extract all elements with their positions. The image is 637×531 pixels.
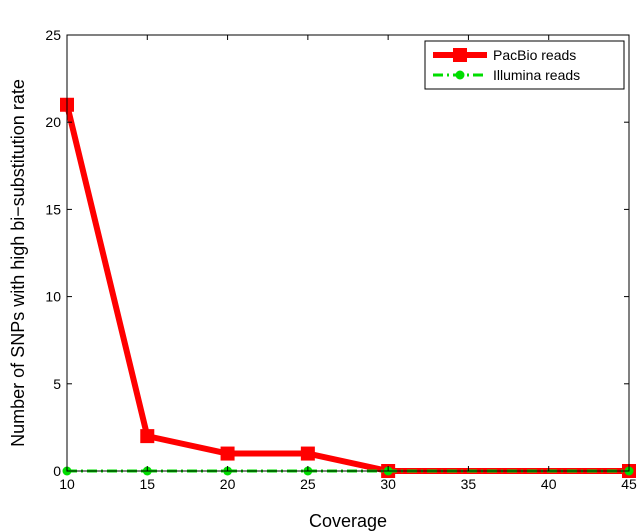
y-tick-label: 0 — [53, 463, 61, 479]
y-tick-label: 20 — [45, 114, 61, 130]
y-tick-label: 10 — [45, 289, 61, 305]
y-tick-label: 5 — [53, 376, 61, 392]
x-tick-label: 35 — [461, 476, 477, 492]
series-layer — [60, 97, 636, 478]
x-tick-label: 45 — [621, 476, 637, 492]
ticks-layer: 10 15 20 25 30 35 40 45 0 5 10 15 20 25 — [45, 27, 637, 492]
plot-frame — [66, 34, 630, 472]
x-tick-label: 20 — [220, 476, 236, 492]
legend-marker — [455, 70, 465, 80]
y-axis-title: Number of SNPs with high bi−substitution… — [8, 79, 28, 447]
x-tick-label: 40 — [541, 476, 557, 492]
data-point — [140, 429, 155, 444]
y-tick-label: 25 — [45, 27, 61, 43]
x-tick-label: 25 — [300, 476, 316, 492]
legend-marker — [453, 48, 467, 62]
x-tick-label: 15 — [139, 476, 155, 492]
data-point — [220, 446, 235, 461]
x-tick-label: 10 — [59, 476, 75, 492]
legend-label-0: PacBio reads — [493, 47, 576, 63]
legend-label-1: Illumina reads — [493, 67, 580, 83]
x-axis-title: Coverage — [309, 511, 387, 531]
data-point — [300, 446, 315, 461]
x-tick-label: 30 — [380, 476, 396, 492]
legend-entries: PacBio reads Illumina reads — [433, 47, 580, 83]
series-line-0 — [64, 104, 629, 474]
y-tick-label: 15 — [45, 201, 61, 217]
legend: PacBio reads Illumina reads — [424, 40, 625, 90]
